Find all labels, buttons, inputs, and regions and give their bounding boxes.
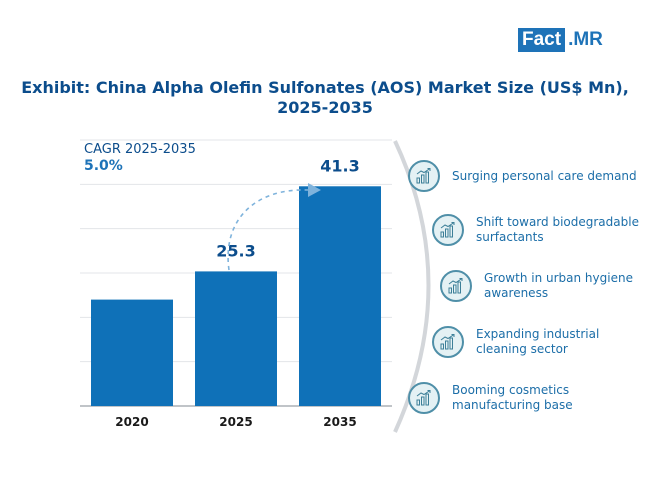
growth-chart-icon	[432, 326, 464, 358]
driver-item: Expanding industrial cleaning sector	[432, 326, 650, 358]
driver-item: Booming cosmetics manufacturing base	[408, 382, 650, 414]
bar-value-label: 41.3	[320, 156, 359, 175]
bar-value-label: 25.3	[216, 241, 255, 260]
logo-box-text: Fact	[518, 28, 566, 52]
driver-item: Shift toward biodegradable surfactants	[432, 214, 650, 246]
growth-chart-icon	[432, 214, 464, 246]
bar-2035	[299, 186, 381, 406]
growth-chart-icon	[440, 270, 472, 302]
bars-group: 2020 2025 25.3 2035 41.3	[91, 156, 381, 429]
chart-title: Exhibit: China Alpha Olefin Sulfonates (…	[21, 78, 629, 117]
driver-text: Expanding industrial cleaning sector	[476, 327, 600, 356]
x-tick-label: 2025	[219, 415, 252, 429]
driver-text: Shift toward biodegradable surfactants	[476, 215, 639, 244]
cagr-arrow	[227, 189, 309, 271]
driver-text: Surging personal care demand	[452, 168, 637, 183]
bar-2020	[91, 299, 173, 406]
factmr-logo: Fact .MR	[518, 28, 603, 52]
growth-chart-icon	[408, 382, 440, 414]
bar-2025	[195, 271, 277, 406]
cagr-value: 5.0%	[84, 158, 123, 174]
cagr-label: CAGR 2025-2035	[84, 142, 196, 157]
x-tick-label: 2035	[323, 415, 356, 429]
driver-item: Growth in urban hygiene awareness	[440, 270, 650, 302]
growth-chart-icon	[408, 160, 440, 192]
x-tick-label: 2020	[115, 415, 148, 429]
driver-text: Growth in urban hygiene awareness	[484, 271, 633, 300]
driver-item: Surging personal care demand	[408, 160, 637, 192]
logo-rest-text: .MR	[568, 29, 603, 50]
driver-text: Booming cosmetics manufacturing base	[452, 383, 573, 412]
cagr-arrowhead	[308, 183, 321, 197]
